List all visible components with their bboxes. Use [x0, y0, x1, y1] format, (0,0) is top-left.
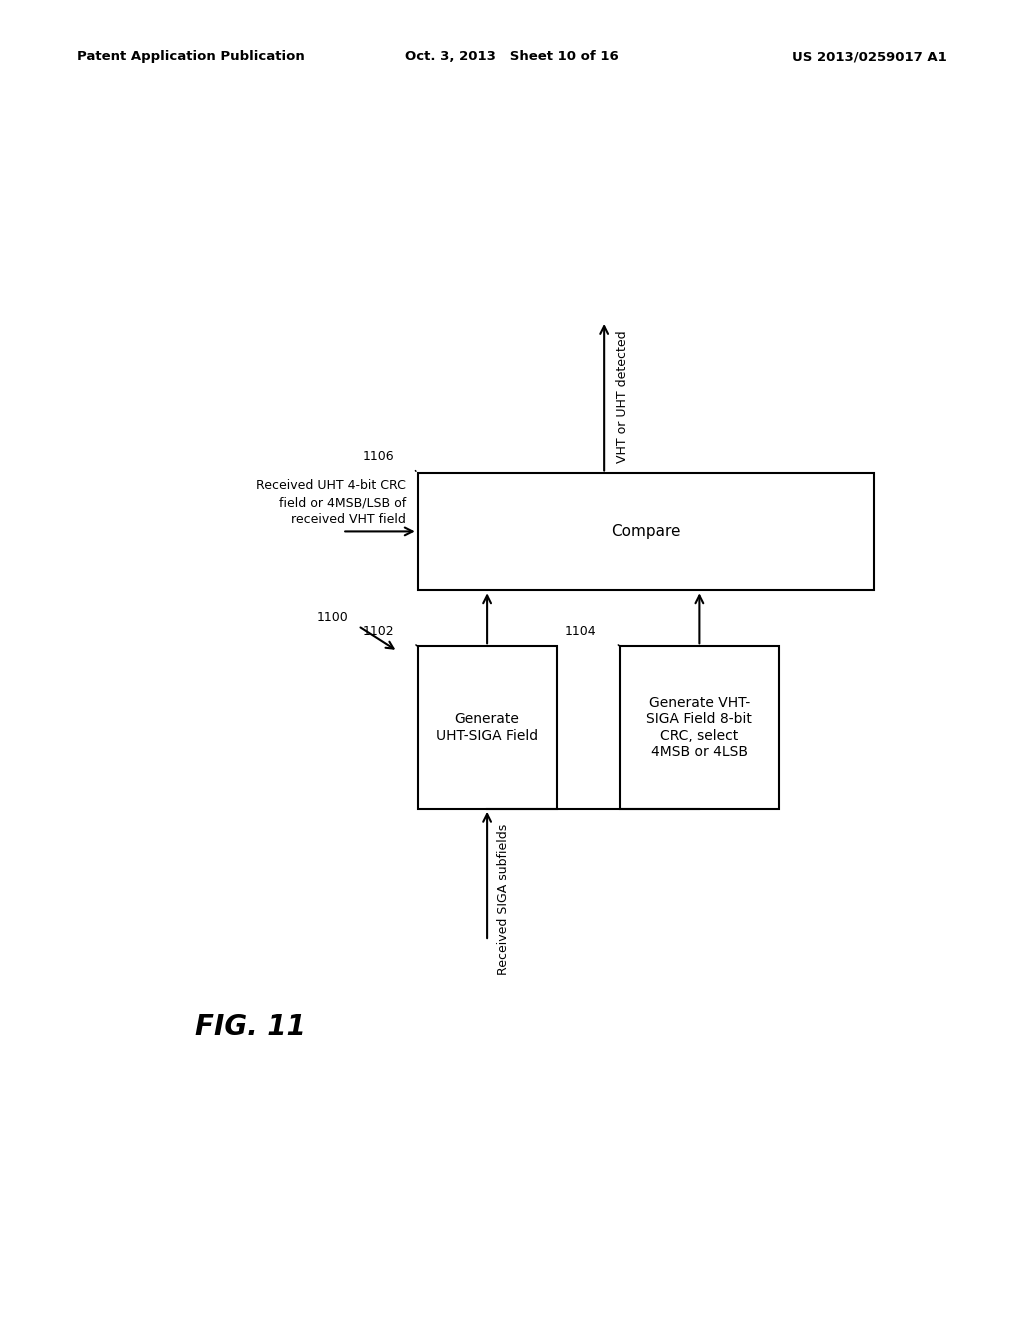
- Text: Patent Application Publication: Patent Application Publication: [77, 50, 304, 63]
- Text: Compare: Compare: [611, 524, 681, 540]
- Text: Generate
UHT-SIGA Field: Generate UHT-SIGA Field: [436, 713, 539, 743]
- Text: Generate VHT-
SIGA Field 8-bit
CRC, select
4MSB or 4LSB: Generate VHT- SIGA Field 8-bit CRC, sele…: [646, 696, 753, 759]
- Bar: [418, 474, 873, 590]
- Bar: [620, 647, 778, 809]
- Text: Received SIGA subfields: Received SIGA subfields: [497, 824, 510, 975]
- Text: Received UHT 4-bit CRC
field or 4MSB/LSB of
received VHT field: Received UHT 4-bit CRC field or 4MSB/LSB…: [256, 479, 406, 527]
- Text: 1104: 1104: [564, 626, 596, 638]
- Bar: [418, 647, 557, 809]
- Text: FIG. 11: FIG. 11: [196, 1014, 306, 1041]
- Text: 1100: 1100: [316, 611, 348, 624]
- Text: US 2013/0259017 A1: US 2013/0259017 A1: [793, 50, 947, 63]
- Text: VHT or UHT detected: VHT or UHT detected: [616, 331, 629, 463]
- Text: 1102: 1102: [362, 626, 394, 638]
- Text: Oct. 3, 2013   Sheet 10 of 16: Oct. 3, 2013 Sheet 10 of 16: [406, 50, 618, 63]
- Text: 1106: 1106: [362, 450, 394, 463]
